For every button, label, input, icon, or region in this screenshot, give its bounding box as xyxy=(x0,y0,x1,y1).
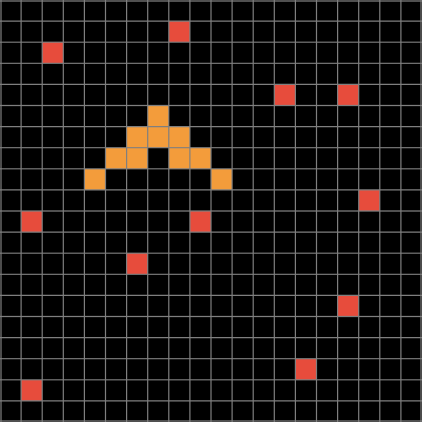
food-cell xyxy=(274,84,296,106)
food-cell xyxy=(21,379,43,401)
player-cell xyxy=(168,126,190,148)
player-cell xyxy=(105,147,127,169)
food-cell xyxy=(189,211,211,233)
food-cell xyxy=(337,84,359,106)
food-cell xyxy=(337,295,359,317)
food-cell xyxy=(21,211,43,233)
food-cell xyxy=(168,21,190,43)
player-cell xyxy=(147,126,169,148)
cell-layer xyxy=(21,21,380,401)
food-cell xyxy=(42,42,64,64)
player-cell xyxy=(168,147,190,169)
player-cell xyxy=(84,168,106,190)
food-cell xyxy=(295,358,317,380)
player-cell xyxy=(126,147,148,169)
player-cell xyxy=(189,147,211,169)
player-cell xyxy=(126,126,148,148)
food-cell xyxy=(126,253,148,275)
food-cell xyxy=(358,189,380,211)
player-cell xyxy=(147,105,169,127)
player-cell xyxy=(211,168,233,190)
